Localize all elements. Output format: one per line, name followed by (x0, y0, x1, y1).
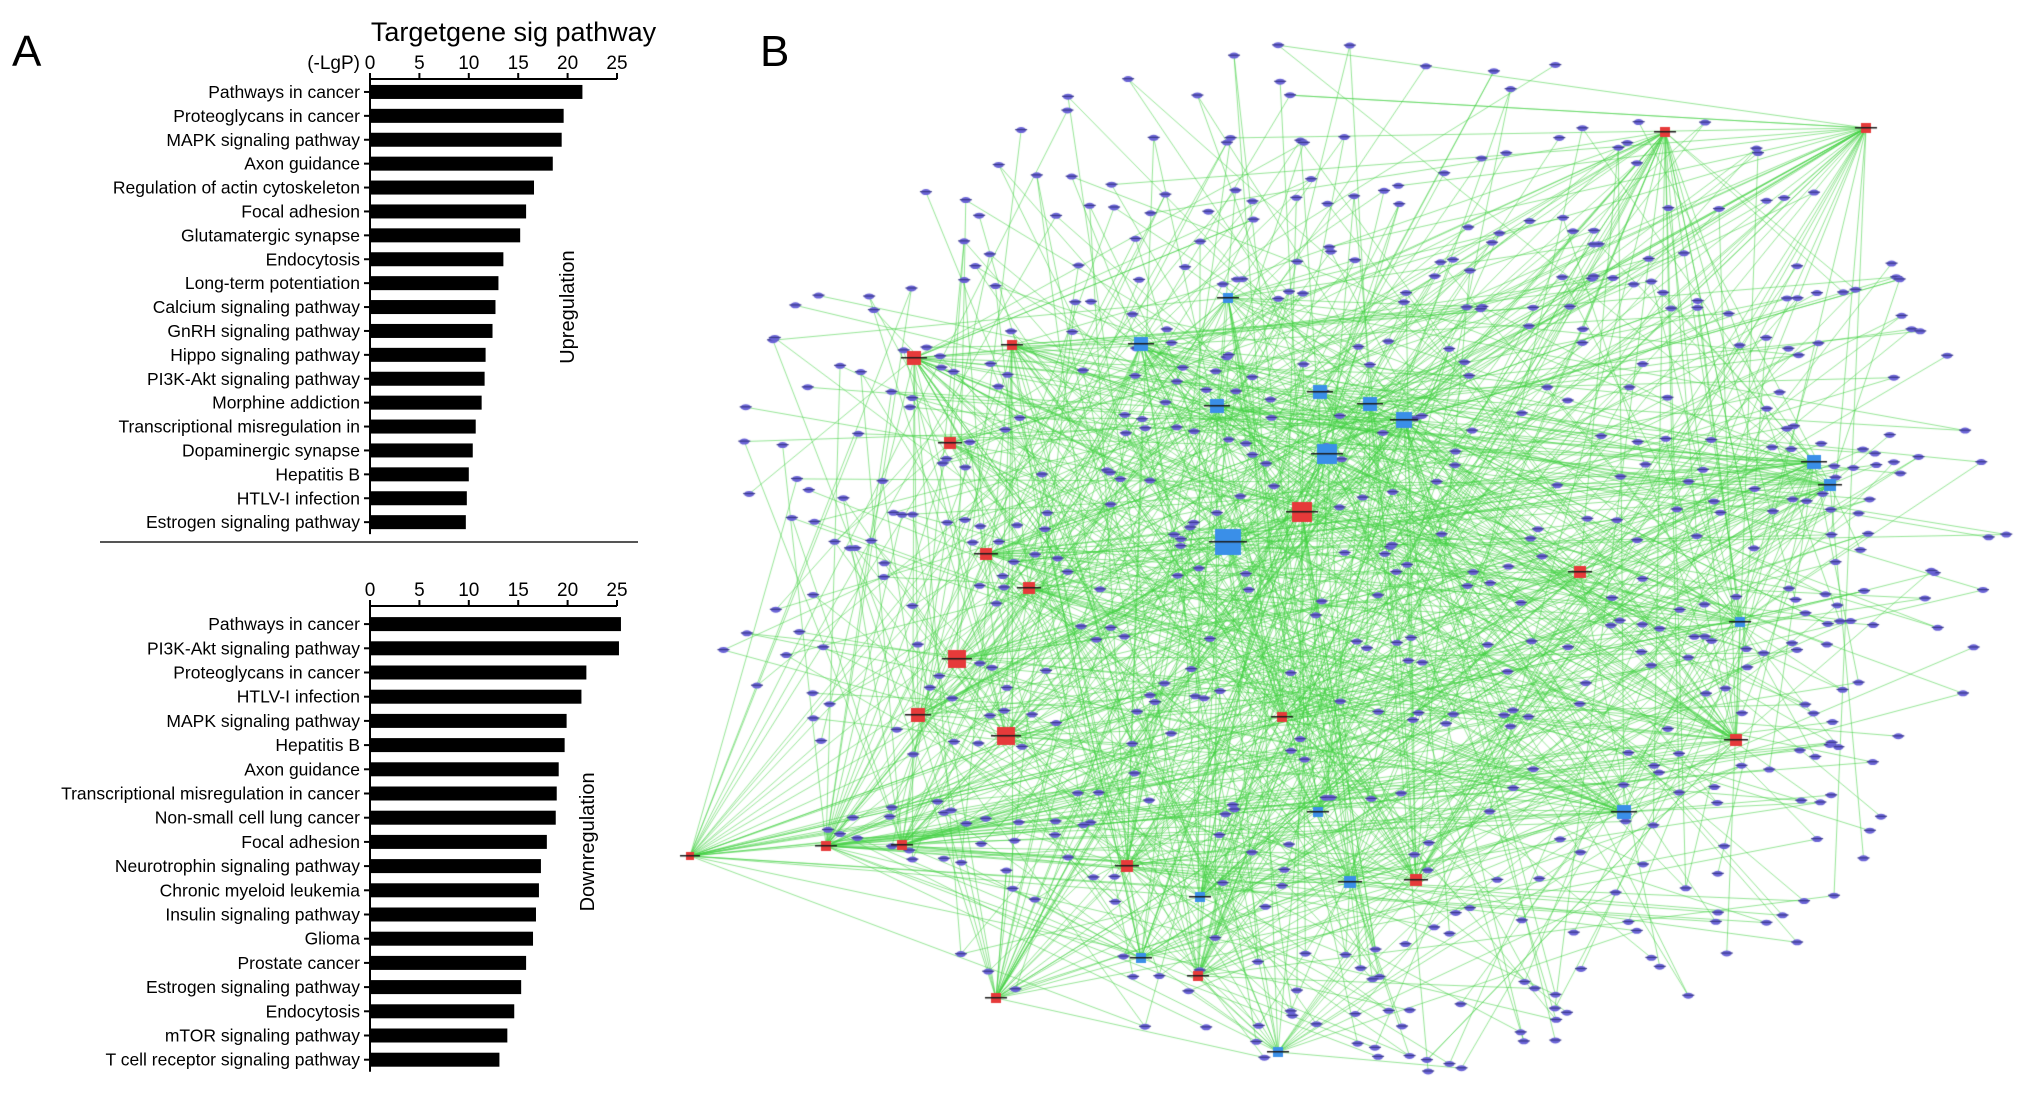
bar (370, 467, 469, 482)
category-label: Estrogen signaling pathway (146, 512, 360, 532)
category-label: Focal adhesion (241, 832, 360, 852)
bar (370, 738, 565, 753)
category-label: Endocytosis (266, 1001, 361, 1021)
category-label: Focal adhesion (241, 201, 360, 221)
bar (370, 300, 496, 315)
x-tick-label: 5 (414, 53, 425, 74)
bar (370, 907, 536, 922)
x-tick-label: 25 (606, 53, 627, 74)
bar (370, 641, 619, 656)
downregulation-chart: 0 5 10 15 20 25 Pathways in cancer PI3K-Akt sig… (61, 580, 628, 1072)
category-label: GnRH signaling pathway (167, 321, 360, 341)
bar (370, 108, 564, 123)
category-label: Calcium signaling pathway (153, 297, 360, 317)
x-tick-label: 25 (606, 580, 627, 601)
chart-title: Targetgene sig pathway (371, 17, 657, 47)
bar (370, 395, 482, 410)
category-label: MAPK signaling pathway (166, 130, 360, 150)
bar (370, 515, 466, 530)
x-tick-label: 15 (508, 53, 529, 74)
bar (370, 665, 587, 680)
bar (370, 713, 567, 728)
category-label: Pathways in cancer (208, 82, 360, 102)
category-label: Glioma (305, 929, 361, 949)
category-label: Glutamatergic synapse (181, 225, 360, 245)
x-tick-label: 0 (365, 580, 376, 601)
x-tick-label: 0 (365, 53, 376, 74)
category-label: Proteoglycans in cancer (173, 106, 360, 126)
category-label: Proteoglycans in cancer (173, 663, 360, 683)
category-label: Axon guidance (244, 759, 360, 779)
bar (370, 1052, 500, 1067)
category-label: Regulation of actin cytoskeleton (113, 178, 360, 198)
bar (370, 252, 504, 267)
bar (370, 443, 473, 458)
bar (370, 980, 522, 995)
x-axis-label: (-LgP) (307, 53, 360, 74)
category-label: MAPK signaling pathway (166, 711, 360, 731)
bar (370, 419, 476, 434)
bar (370, 204, 527, 219)
bar (370, 883, 539, 898)
category-label: Pathways in cancer (208, 614, 360, 634)
category-label: mTOR signaling pathway (165, 1026, 360, 1046)
category-label: Hepatitis B (275, 464, 360, 484)
group-label: Downregulation (577, 772, 599, 911)
bar (370, 228, 521, 243)
bar (370, 762, 559, 777)
bar (370, 84, 583, 99)
bar (370, 859, 541, 874)
bar (370, 323, 493, 338)
upregulation-chart: 0 5 10 15 20 25 Pathways in cancer Proteoglycan… (113, 17, 657, 535)
category-label: T cell receptor signaling pathway (105, 1050, 360, 1070)
x-tick-label: 10 (458, 53, 479, 74)
bar (370, 955, 527, 970)
category-label: Hippo signaling pathway (170, 345, 360, 365)
bar (370, 156, 553, 171)
bar (370, 371, 485, 386)
category-label: Chronic myeloid leukemia (160, 880, 361, 900)
group-label: Upregulation (557, 250, 579, 363)
category-label: Morphine addiction (212, 393, 360, 413)
panel-b-label: B (760, 27, 789, 76)
x-tick-label: 10 (458, 580, 479, 601)
category-label: HTLV-I infection (237, 687, 360, 707)
bar (370, 931, 534, 946)
bar (370, 1028, 508, 1043)
category-label: Prostate cancer (237, 953, 360, 973)
bar (370, 786, 557, 801)
category-label: Dopaminergic synapse (182, 440, 360, 460)
category-label: Long-term potentiation (185, 273, 360, 293)
category-label: PI3K-Akt signaling pathway (147, 369, 360, 389)
x-tick-label: 20 (557, 53, 578, 74)
bar (370, 617, 621, 632)
category-label: Axon guidance (244, 154, 360, 174)
category-label: Insulin signaling pathway (165, 905, 360, 925)
bar (370, 834, 547, 849)
category-label: PI3K-Akt signaling pathway (147, 638, 360, 658)
x-tick-label: 20 (557, 580, 578, 601)
bar (370, 689, 582, 704)
bar (370, 491, 467, 506)
bar (370, 180, 535, 195)
bar (370, 1004, 515, 1019)
category-label: HTLV-I infection (237, 488, 360, 508)
bar (370, 132, 562, 147)
x-tick-label: 5 (414, 580, 425, 601)
category-label: Non-small cell lung cancer (155, 808, 360, 828)
category-label: Endocytosis (266, 249, 361, 269)
bar (370, 347, 486, 362)
bar (370, 276, 499, 291)
bar (370, 810, 556, 825)
x-tick-label: 15 (508, 580, 529, 601)
category-label: Transcriptional misregulation in cancer (61, 784, 360, 804)
panel-a-label: A (12, 27, 42, 76)
category-label: Estrogen signaling pathway (146, 977, 360, 997)
category-label: Neurotrophin signaling pathway (115, 856, 360, 876)
category-label: Hepatitis B (275, 735, 360, 755)
category-label: Transcriptional misregulation in (118, 417, 360, 437)
